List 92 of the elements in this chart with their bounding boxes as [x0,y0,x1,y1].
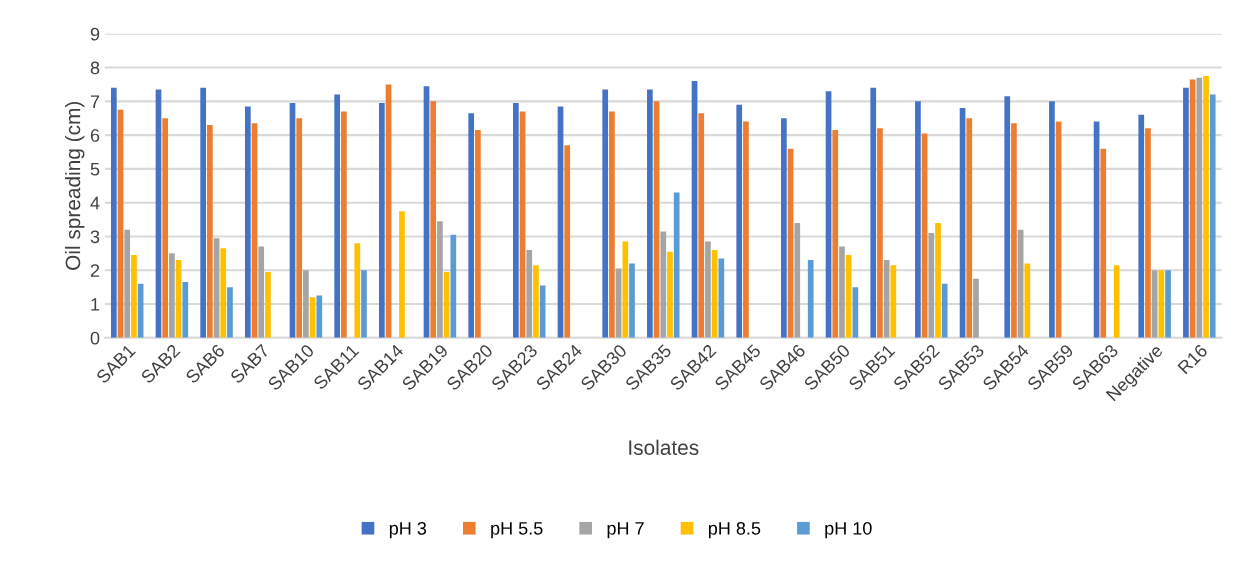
bar [513,103,519,338]
bar [877,128,883,338]
bar [437,221,443,338]
bar [1004,96,1011,338]
bar [890,265,897,338]
bar [609,111,615,338]
legend-label: pH 3 [389,521,427,539]
bar [698,113,705,338]
bar [973,278,979,338]
bar [430,101,437,338]
bar [667,251,673,338]
bar [781,118,787,338]
bar [622,241,629,338]
bar [1100,148,1107,338]
bar [258,246,265,338]
bar [832,130,839,338]
bar [200,87,207,338]
bar [265,271,271,338]
bar [839,246,845,338]
y-tick-label: 3 [90,230,100,244]
bar [941,283,948,338]
bar [1196,77,1203,338]
bar [169,253,175,338]
x-tick-label: R16 [1177,343,1209,375]
bar [334,94,341,338]
bar [1209,94,1216,338]
bar [660,231,667,338]
bar [110,87,117,338]
bar [966,118,973,338]
legend-label: pH 10 [825,521,872,539]
bar [354,243,361,338]
y-axis-title: Oil spreading (cm) [65,101,85,270]
bar [1165,270,1171,338]
bar [227,287,233,338]
bar [1049,101,1055,338]
bar [399,211,405,338]
bar [379,103,385,338]
bar [475,130,481,338]
bar [450,234,457,338]
y-tick-label: 0 [90,331,100,345]
bar [1183,87,1189,338]
bar [743,121,749,338]
bar [162,118,169,338]
bar [1138,114,1145,338]
bar [316,295,323,338]
bar [468,113,475,338]
y-tick-label: 4 [90,196,100,210]
bar [1203,76,1209,338]
bar [1011,123,1017,338]
y-tick-label: 6 [90,129,100,142]
bar [303,270,309,338]
bar [718,258,725,338]
bar [647,89,653,338]
x-axis-title: Isolates [629,439,699,455]
bar [1145,128,1151,338]
bar [602,89,609,338]
y-tick-label: 8 [90,61,100,75]
bar [533,265,539,338]
bar [564,145,571,338]
bar [845,255,852,338]
bar [220,248,227,338]
bar [736,104,743,338]
bar [915,101,921,338]
bar [341,111,347,338]
y-tick-label: 7 [90,95,100,108]
y-tick-label: 1 [91,298,100,311]
bar [124,229,131,338]
bar [207,124,213,338]
bar [673,192,680,338]
bar [131,255,137,338]
legend-label: pH 8.5 [708,521,761,539]
bar [526,249,533,338]
bar [928,233,935,338]
bar [935,222,941,338]
bar [361,270,367,338]
y-tick-label: 5 [90,163,100,176]
y-tick-label: 9 [90,27,100,41]
bar [182,282,189,338]
bar [244,106,251,338]
bar [807,260,814,338]
legend-label: pH 5.5 [491,522,543,539]
y-tick-label: 2 [90,264,100,277]
bar [1024,263,1031,338]
legend-label: pH 7 [607,522,644,539]
bar [705,241,711,338]
bar [1151,270,1158,338]
bar [794,222,801,338]
bar [1113,265,1120,338]
bar [539,285,546,338]
bar [296,118,303,338]
bar [870,87,877,338]
bar [629,263,635,338]
